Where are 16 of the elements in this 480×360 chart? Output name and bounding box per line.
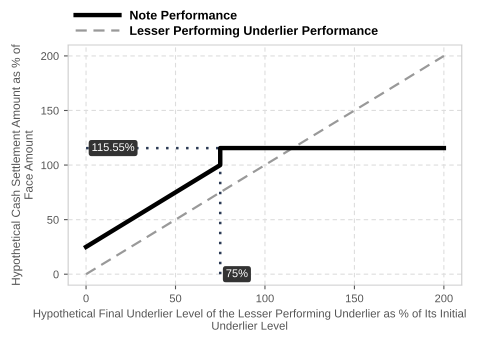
x-axis-title: Hypothetical Final Underlier Level of the Lesser Performing Underlier as % of Its Initial Underlier Level [34,309,466,330]
y-tick-label: 0 [53,270,59,278]
x-tick-label: 100 [256,294,274,302]
x-tick-label: 0 [83,294,89,302]
y-tick-label: 50 [47,216,59,224]
annotation: 115.55% [92,143,134,152]
x-tick-label: 200 [435,294,453,302]
y-tick-label: 100 [41,161,59,170]
legend-label: Note Performance [130,10,237,20]
annotation: 75% [226,269,248,278]
legend-label: Lesser Performing Underlier Performance [130,26,378,38]
y-tick-label: 200 [41,52,59,60]
x-tick-label: 150 [346,294,364,302]
y-axis-title: Hypothetical Cash Settlement Amount as % of Face Amount [11,44,33,285]
y-tick-label: 150 [41,106,59,115]
x-tick-label: 50 [170,294,182,302]
